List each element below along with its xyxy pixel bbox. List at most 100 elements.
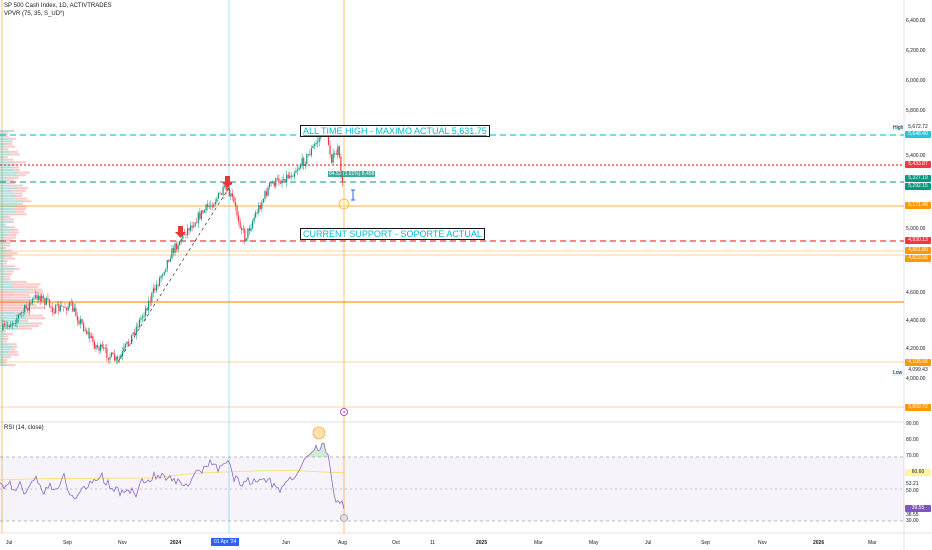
volume-bar: [3, 330, 7, 333]
rsi-overbought-fill: [319, 449, 321, 457]
candle-body: [160, 275, 162, 278]
volume-bar: [6, 231, 19, 234]
candle-body: [298, 167, 300, 170]
rsi-overbought-fill: [325, 452, 327, 457]
candle-body: [177, 245, 179, 250]
volume-bar: [0, 166, 14, 169]
candle-body: [180, 238, 182, 242]
volume-bar: [0, 314, 28, 317]
candle-body: [176, 243, 178, 250]
candle-body: [270, 182, 272, 184]
candle-body: [203, 210, 206, 213]
candle-body: [193, 226, 195, 228]
candle-body: [36, 295, 38, 300]
candle-body: [276, 178, 278, 179]
volume-bar: [0, 156, 5, 159]
volume-bar: [5, 244, 11, 247]
volume-bar: [13, 228, 19, 231]
candle-body: [137, 326, 139, 328]
candle-body: [250, 227, 252, 231]
candle-body: [27, 308, 29, 311]
ath-annotation[interactable]: ALL TIME HIGH - MAXIMO ACTUAL 5,631.75: [300, 125, 490, 137]
rsi-overbought-fill: [315, 445, 317, 457]
volume-bar: [0, 273, 8, 276]
candle-body: [200, 210, 202, 219]
candle-body: [140, 318, 142, 320]
candle-body: [73, 307, 75, 312]
time-axis-label-selected[interactable]: 01 Apr '24: [211, 538, 240, 546]
candle-body: [83, 323, 85, 331]
volume-bar: [0, 244, 6, 247]
symbol-legend[interactable]: SP 500 Cash Index, 1D, ACTIVTRADES: [4, 3, 112, 9]
time-axis-label: 2025: [476, 540, 488, 546]
candle-body: [174, 243, 176, 253]
volume-bar: [0, 184, 10, 187]
trend-line[interactable]: [117, 182, 233, 363]
volume-bar: [0, 202, 18, 205]
time-axis-label: Sep: [701, 540, 710, 546]
rsi-overbought-fill: [307, 455, 309, 457]
volume-bar: [8, 137, 16, 140]
volume-bar: [11, 189, 26, 192]
volume-bar: [0, 283, 13, 286]
candle-body: [228, 188, 230, 197]
support-annotation[interactable]: CURRENT SUPPORT - SOPORTE ACTUAL: [300, 228, 485, 240]
volume-bar: [13, 286, 39, 289]
volume-bar: [27, 314, 43, 317]
volume-bar: [0, 247, 4, 250]
candle-body: [163, 271, 165, 275]
candle-body: [310, 148, 313, 156]
candle-body: [242, 229, 244, 230]
candlesticks: [2, 126, 344, 365]
candle-body: [309, 154, 311, 156]
volume-bar: [4, 335, 9, 338]
time-axis-label: Nov: [758, 540, 767, 546]
volume-bar: [7, 254, 13, 257]
rsi-legend[interactable]: RSI (14, close): [4, 425, 44, 431]
candle-body: [332, 153, 334, 163]
rsi-overbought-fill: [311, 451, 313, 457]
volume-bar: [0, 286, 14, 289]
volume-bar: [0, 208, 15, 211]
candle-body: [87, 332, 89, 334]
volume-bar: [8, 249, 12, 252]
volume-bar: [0, 241, 5, 244]
rsi-axis-label: 90.00: [906, 421, 919, 427]
volume-bar: [0, 293, 15, 296]
candle-body: [107, 357, 109, 360]
candle-body: [118, 358, 120, 360]
candle-body: [284, 179, 286, 183]
price-tag-orange-2: 4,861.80: [905, 247, 931, 254]
candle-body: [89, 332, 91, 339]
candle-body: [109, 357, 111, 360]
candle-body: [5, 324, 7, 326]
vpvr-legend[interactable]: VPVR (75, 35, S_UD*): [4, 11, 65, 17]
volume-bar: [0, 163, 10, 166]
volume-bar: [12, 283, 41, 286]
candle-body: [121, 351, 123, 356]
candle-body: [202, 210, 204, 213]
volume-bar: [14, 312, 30, 315]
volume-bar: [13, 197, 28, 200]
time-axis-label: May: [589, 540, 599, 546]
volume-bar: [0, 330, 4, 333]
rsi-overbought-fill: [321, 443, 323, 457]
volume-bar: [5, 252, 18, 255]
candle-body: [100, 344, 102, 351]
volume-bar: [0, 340, 3, 343]
volume-bar: [9, 343, 17, 346]
time-axis-label: 11: [430, 540, 436, 546]
volume-bar: [14, 293, 30, 296]
candle-body: [117, 356, 119, 360]
rsi-peak-marker: [312, 426, 326, 440]
volume-bar: [0, 267, 15, 270]
volume-bar: [0, 353, 10, 356]
price-axis-label: 4,600.00: [906, 290, 926, 296]
volume-bar: [0, 148, 4, 151]
candle-body: [306, 154, 308, 164]
candle-body: [86, 330, 88, 334]
candle-body: [24, 305, 26, 313]
volume-bar: [16, 205, 27, 208]
volume-bar: [14, 208, 26, 211]
